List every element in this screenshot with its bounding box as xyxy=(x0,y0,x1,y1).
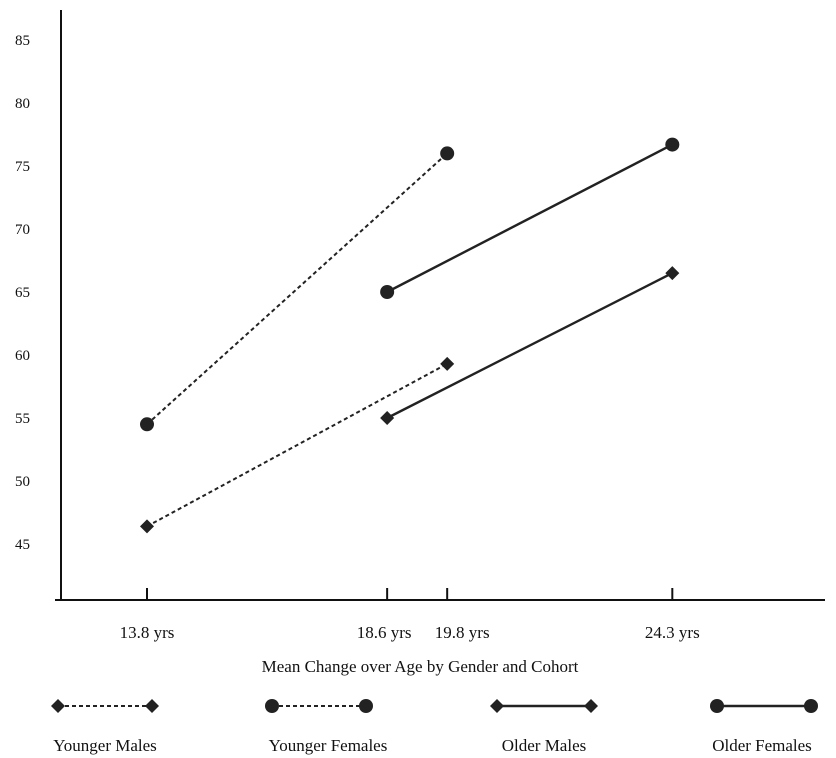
x-axis-ticks: 13.8 yrs 18.6 yrs 19.8 yrs 24.3 yrs xyxy=(120,588,700,642)
series-younger-females xyxy=(140,146,455,432)
y-tick-label: 65 xyxy=(15,285,30,301)
y-tick-label: 70 xyxy=(15,222,30,238)
legend-item: Older Males xyxy=(490,699,598,755)
x-axis-title: Mean Change over Age by Gender and Cohor… xyxy=(262,657,579,676)
data-point xyxy=(440,356,455,371)
legend-marker xyxy=(710,699,724,713)
legend-marker xyxy=(584,699,598,713)
legend-marker xyxy=(145,699,159,713)
series-line xyxy=(146,152,448,426)
data-point xyxy=(140,519,154,534)
y-tick-label: 55 xyxy=(15,411,30,427)
series-line xyxy=(386,143,673,294)
legend-label: Younger Females xyxy=(269,736,388,755)
data-point xyxy=(380,285,395,299)
x-tick-label: 18.6 yrs xyxy=(357,623,412,642)
legend-marker xyxy=(359,699,373,713)
legend-label: Younger Males xyxy=(53,736,157,755)
y-tick-label: 60 xyxy=(15,348,30,364)
series-older-males xyxy=(380,266,680,425)
x-tick-label: 13.8 yrs xyxy=(120,623,175,642)
legend-label: Older Males xyxy=(502,736,587,755)
series-line xyxy=(386,272,673,420)
legend-item: Older Females xyxy=(710,699,818,755)
legend-marker xyxy=(804,699,818,713)
x-tick-label: 24.3 yrs xyxy=(645,623,700,642)
data-point xyxy=(140,417,154,432)
y-axis-ticks: 45 50 55 60 65 70 75 80 85 xyxy=(15,33,30,553)
data-point xyxy=(665,137,680,152)
y-tick-label: 75 xyxy=(15,159,30,175)
y-tick-label: 50 xyxy=(15,474,30,490)
series-line xyxy=(146,362,448,528)
x-tick-label: 19.8 yrs xyxy=(435,623,490,642)
legend-marker xyxy=(490,699,504,713)
legend: Younger Males Younger Females Older Males O… xyxy=(51,699,818,755)
series-layer xyxy=(140,137,680,534)
legend-marker xyxy=(265,699,279,713)
y-tick-label: 80 xyxy=(15,96,30,112)
data-point xyxy=(665,266,680,281)
legend-item: Younger Females xyxy=(265,699,387,755)
y-tick-label: 85 xyxy=(15,33,30,49)
series-older-females xyxy=(380,137,680,299)
data-point xyxy=(440,146,455,161)
data-point xyxy=(380,411,395,425)
y-tick-label: 45 xyxy=(15,537,30,553)
legend-marker xyxy=(51,699,65,713)
series-younger-males xyxy=(140,356,455,534)
legend-item: Younger Males xyxy=(51,699,159,755)
legend-label: Older Females xyxy=(712,736,812,755)
